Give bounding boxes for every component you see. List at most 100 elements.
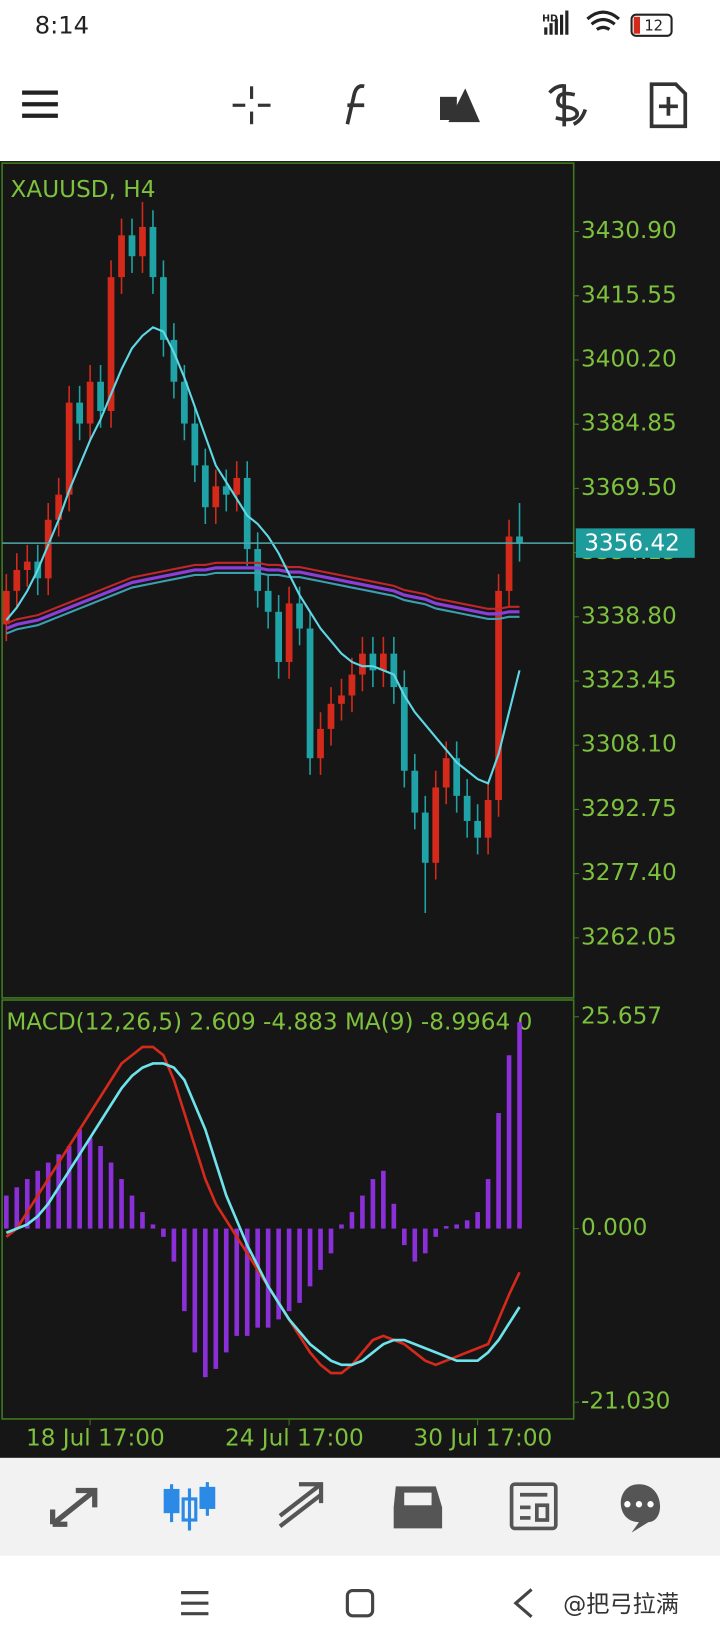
trade-tab[interactable] (278, 1482, 324, 1528)
candle-body (442, 758, 450, 788)
histogram-bar (119, 1179, 124, 1229)
candle-body (65, 402, 73, 495)
candle-body (254, 549, 262, 591)
candle-body (348, 674, 356, 696)
candle-body (421, 812, 429, 863)
candle-body (296, 603, 303, 629)
histogram-bar (391, 1203, 397, 1229)
y-tick-label: 3430.90 (581, 218, 677, 244)
objects-button[interactable] (440, 88, 480, 123)
signal-icon (544, 10, 569, 35)
trade-button[interactable] (548, 84, 588, 127)
candle-body (181, 381, 188, 424)
battery-icon (630, 13, 673, 37)
price-chart-title: XAUUSD, H4 (11, 177, 156, 203)
news-tab[interactable] (509, 1482, 558, 1531)
x-tick-label: 30 Jul 17:00 (414, 1425, 553, 1451)
y-tick-label: 3338.80 (581, 603, 677, 629)
histogram-bar (24, 1179, 30, 1229)
candle-body (86, 381, 94, 424)
candle-body (453, 758, 461, 796)
quotes-tab[interactable] (50, 1487, 98, 1527)
moving-average (5, 326, 521, 785)
price-plot (2, 201, 574, 913)
x-tick-label: 24 Jul 17:00 (225, 1425, 364, 1451)
candle-body (160, 277, 167, 340)
home-button[interactable] (345, 1588, 375, 1618)
histogram-bar (77, 1129, 82, 1229)
candle-body (285, 603, 293, 662)
candle-body (13, 569, 21, 591)
histogram-bar (35, 1170, 41, 1229)
histogram-bar (87, 1137, 93, 1229)
messages-tab[interactable] (620, 1484, 661, 1533)
candle-body (44, 519, 52, 579)
menu-button[interactable] (22, 90, 58, 118)
y-tick-label: 25.657 (581, 1003, 662, 1029)
crosshair-button[interactable] (232, 86, 271, 125)
candle-body (516, 536, 523, 544)
battery-percent: 12 (644, 17, 663, 34)
recents-button[interactable] (181, 1591, 209, 1616)
histogram-bar (150, 1224, 156, 1229)
y-tick-label: 3400.20 (581, 346, 677, 372)
histogram-bar (265, 1228, 271, 1328)
candle-body (243, 477, 251, 550)
candle-body (97, 381, 104, 412)
candle-body (212, 486, 220, 508)
y-tick-label: 0.000 (581, 1215, 647, 1241)
candle-body (411, 770, 419, 813)
candle-body (128, 235, 136, 257)
candle-body (55, 494, 63, 520)
histogram-bar (496, 1113, 501, 1229)
moving-average (5, 561, 520, 625)
histogram-bar (381, 1170, 386, 1229)
histogram-bar (171, 1228, 177, 1262)
current-price-badge (575, 528, 695, 558)
macd-line (5, 1062, 521, 1367)
histogram-bar (140, 1212, 145, 1229)
histogram-bar (276, 1228, 281, 1320)
histogram-bar (412, 1228, 418, 1262)
histogram-bar (328, 1228, 334, 1254)
moving-average (5, 566, 520, 630)
indicators-button[interactable] (345, 84, 365, 125)
candle-body (474, 820, 481, 838)
y-tick-label: 3292.75 (581, 796, 677, 822)
current-price-label: 3356.42 (584, 531, 680, 557)
top-area (0, 0, 720, 162)
histogram-bar (223, 1228, 229, 1353)
candle-body (149, 226, 157, 278)
histogram-bar (161, 1228, 166, 1237)
histogram-bar (370, 1179, 376, 1229)
system-nav (0, 1555, 720, 1650)
chart-tab[interactable] (163, 1482, 216, 1531)
wifi-icon (586, 10, 620, 31)
back-button[interactable] (513, 1588, 533, 1619)
candle-body (191, 423, 199, 466)
candle-body (317, 728, 324, 759)
macd-plot: MACD(12,26,5) 2.609 -4.883 MA(9) -8.9964… (4, 1010, 532, 1378)
history-tab[interactable] (393, 1486, 443, 1529)
new-order-button[interactable] (649, 82, 688, 129)
candle-body (380, 653, 387, 671)
candle-body (2, 590, 10, 625)
macd-title: MACD(12,26,5) 2.609 -4.883 MA(9) -8.9964… (6, 1010, 532, 1036)
chart-area (0, 161, 720, 1458)
candle-body (306, 628, 314, 759)
candle-body (76, 402, 83, 424)
y-tick-label: 3384.85 (581, 411, 677, 437)
histogram-bar (349, 1212, 355, 1229)
candle-body (264, 590, 272, 612)
y-tick-label: 3323.45 (581, 668, 677, 694)
histogram-bar (454, 1224, 459, 1229)
x-tick-label: 18 Jul 17:00 (26, 1425, 165, 1451)
histogram-bar (203, 1228, 208, 1378)
histogram-bar (402, 1228, 407, 1246)
histogram-bar (129, 1195, 135, 1229)
histogram-bar (339, 1224, 344, 1229)
candle-body (233, 477, 241, 495)
histogram-bar (4, 1195, 9, 1229)
